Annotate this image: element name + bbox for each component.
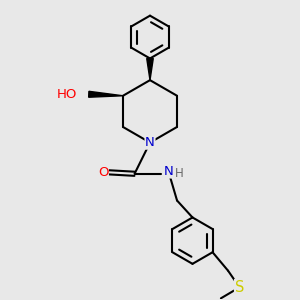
Text: S: S — [235, 280, 244, 295]
Text: N: N — [145, 136, 155, 149]
Polygon shape — [147, 58, 153, 80]
Text: O: O — [98, 166, 108, 179]
Text: HO: HO — [57, 88, 77, 101]
Text: N: N — [164, 165, 173, 178]
Text: H: H — [175, 167, 184, 180]
Polygon shape — [89, 91, 123, 97]
